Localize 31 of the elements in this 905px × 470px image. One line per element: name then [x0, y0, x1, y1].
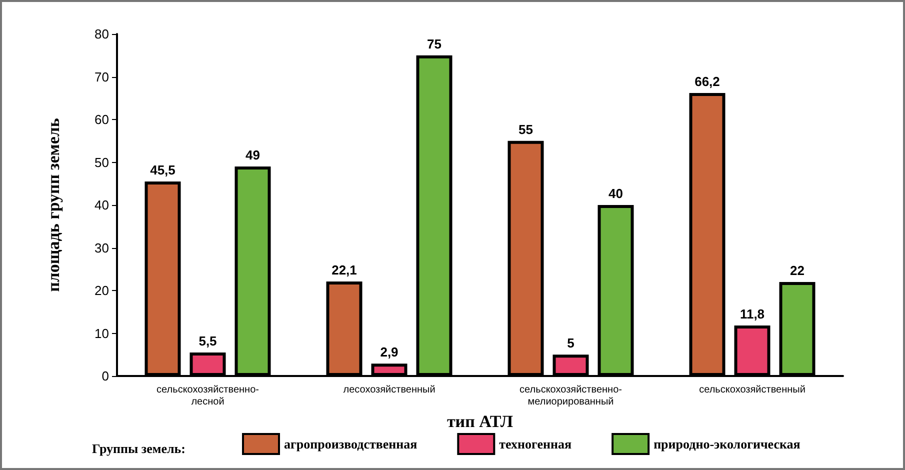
y-tick-label: 80	[94, 26, 109, 42]
y-tick-label: 70	[94, 69, 109, 84]
y-tick-label: 10	[94, 326, 109, 341]
legend-label: техногенная	[499, 436, 572, 452]
y-tick-label: 50	[94, 154, 109, 170]
legend-title: Группы земель:	[92, 441, 186, 456]
x-tick-label: сельскохозяйственно-мелиорированный	[520, 384, 622, 408]
data-label: 2,9	[380, 344, 398, 360]
data-label: 75	[427, 36, 442, 52]
data-label: 5,5	[198, 333, 217, 348]
y-axis-title: площадь групп земель	[44, 118, 63, 292]
data-label: 11,8	[740, 306, 765, 322]
data-label: 5	[567, 336, 574, 351]
x-axis-title: тип АТЛ	[446, 412, 514, 431]
data-label: 49	[246, 148, 260, 163]
y-tick-label: 40	[94, 198, 109, 212]
data-label: 45,5	[150, 162, 176, 178]
data-label: 22,1	[332, 262, 357, 278]
y-tick-label: 0	[102, 368, 109, 384]
legend-label: природно-экологическая	[654, 436, 800, 452]
data-label: 22	[790, 262, 804, 278]
y-tick-label: 60	[94, 112, 109, 127]
data-label: 40	[608, 186, 623, 201]
x-tick-label: лесохозяйственный	[343, 384, 436, 396]
legend-label: агропроизводственная	[284, 436, 418, 452]
data-label: 55	[518, 122, 533, 137]
x-tick-label: сельскохозяйственно-лесной	[156, 384, 259, 408]
x-tick-label: сельскохозяйственный	[699, 384, 806, 396]
data-label: 66,2	[694, 74, 720, 89]
y-tick-label: 30	[94, 240, 109, 256]
y-tick-label: 20	[94, 283, 109, 298]
